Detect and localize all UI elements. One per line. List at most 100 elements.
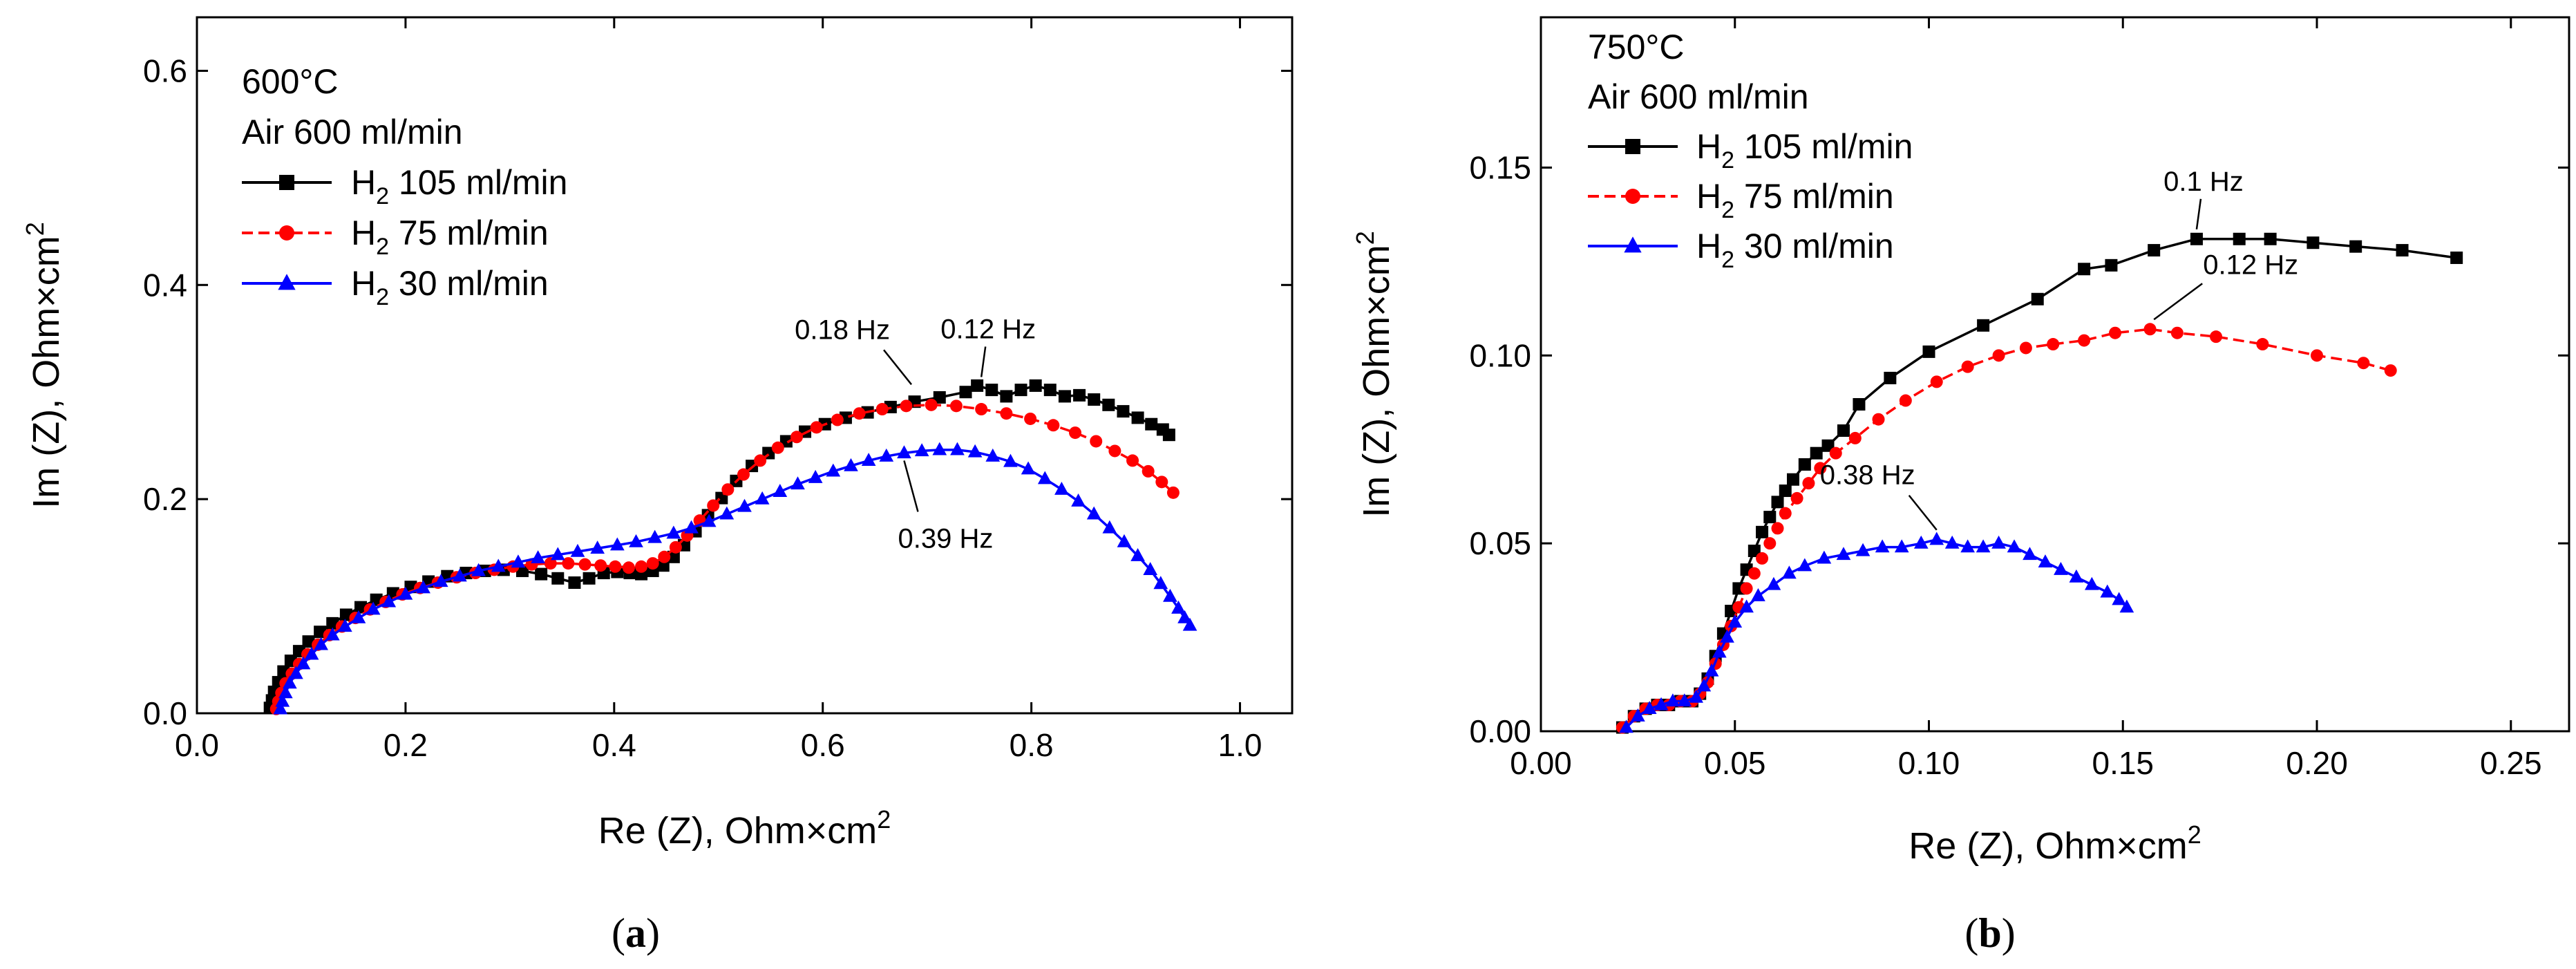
panel-a-data-point	[1166, 486, 1180, 499]
panel-a-data-point	[535, 567, 548, 581]
panel-a-series-line	[279, 449, 1191, 710]
panel-b-data-point	[1875, 539, 1890, 553]
panel-a-data-point	[578, 558, 591, 571]
panel-b-data-point	[2109, 326, 2122, 339]
panel-b-x-tick-label: 0.00	[1510, 745, 1572, 781]
panel-b-legend-entry: H2 30 ml/min	[1696, 227, 1894, 273]
panel-b-data-point	[1810, 446, 1823, 460]
panel-a-data-point	[289, 666, 303, 679]
panel-b-legend-entry: H2 105 ml/min	[1696, 127, 1913, 173]
panel-b-plot-frame	[1540, 16, 2570, 733]
panel-a-y-tick-label: 0.6	[143, 53, 187, 88]
panel-b-annotation-label: 0.1 Hz	[2163, 167, 2244, 197]
panel-a-data-point	[810, 421, 823, 434]
panel-a-series-3	[273, 442, 1197, 715]
panel-a-data-point	[515, 564, 529, 577]
panel-b-y-axis-label: Im (Z), Ohm×cm2	[1351, 231, 1397, 518]
panel-a-data-point	[622, 561, 635, 574]
panel-b-data-point	[1704, 663, 1719, 677]
panel-a-data-point	[339, 608, 352, 621]
panel-a-data-point	[471, 563, 486, 576]
panel-a-data-point	[398, 586, 413, 600]
panel-b-data-point	[2047, 338, 2060, 351]
panel-b-data-point	[2307, 236, 2320, 250]
panel-a-data-point	[808, 469, 823, 483]
panel-a-data-point	[1024, 412, 1037, 425]
panel-a-data-point	[275, 693, 290, 707]
panel-a-info-line: Air 600 ml/min	[242, 113, 463, 151]
panel-a-data-point	[570, 543, 585, 557]
panel-a-chart: 0.0 0.2 0.4 0.6 0.8 1.0 0.0 0.2 0.4 0.6 Re (Z), Oh…	[21, 16, 1294, 956]
panel-a-data-point	[1090, 435, 1103, 448]
panel-a-data-point	[314, 625, 327, 639]
panel-b-data-point	[1748, 567, 1761, 580]
panel-b-data-point	[1631, 708, 1645, 722]
panel-a-data-point	[1155, 476, 1168, 489]
panel-b-data-point	[2384, 364, 2397, 377]
panel-b-annotation-label: 0.12 Hz	[2203, 250, 2298, 280]
panel-a-data-point	[1102, 520, 1117, 534]
panel-b-data-point	[1727, 614, 1743, 628]
panel-b-data-point	[2078, 334, 2091, 347]
panel-b-data-point	[2023, 547, 2037, 561]
panel-a-data-point	[302, 635, 315, 648]
panel-a-data-point	[971, 379, 984, 392]
panel-a-plot-frame	[196, 16, 1294, 715]
panel-a-data-point	[844, 458, 858, 471]
panel-b-data-point	[1894, 539, 1909, 553]
panel-a-data-point	[790, 431, 803, 444]
panel-a-data-point	[790, 476, 805, 490]
panel-b-y-tick-label: 0.15	[1469, 149, 1531, 185]
panel-b-x-tick-label: 0.25	[2480, 745, 2542, 781]
panel-b-data-point	[1798, 458, 1811, 471]
panel-a-annotation-label: 0.39 Hz	[898, 523, 994, 554]
panel-a-legend: 600°C Air 600 ml/min H2 105 ml/min H2 75 ml…	[242, 62, 567, 310]
panel-a-data-point	[433, 574, 448, 587]
panel-a-data-point	[1108, 444, 1121, 458]
panel-a-data-point	[1142, 464, 1155, 478]
panel-b-data-point	[1771, 496, 1784, 509]
panel-a-data-point	[326, 617, 339, 630]
panel-a-data-point	[273, 701, 288, 715]
panel-b-data-point	[1961, 360, 1974, 373]
panel-a-data-point	[949, 399, 963, 413]
panel-a-data-point	[1021, 461, 1036, 475]
panel-b-data-point	[1766, 576, 1781, 590]
panel-a-data-point	[354, 601, 367, 614]
panel-a-data-point	[416, 580, 430, 594]
panel-b-legend-marker	[1625, 189, 1640, 204]
panel-a-data-point	[1088, 393, 1101, 406]
panel-a-data-point	[932, 442, 947, 455]
panel-a-x-axis-label: Re (Z), Ohm×cm2	[598, 805, 891, 852]
panel-b-data-point	[2190, 232, 2203, 245]
panel-a-legend-entry: H2 105 ml/min	[351, 163, 567, 209]
panel-a-data-point	[658, 550, 671, 563]
panel-a-data-point	[875, 403, 889, 416]
panel-a-data-point	[985, 448, 1001, 462]
panel-b-data-point	[1899, 394, 1912, 407]
panel-b-series-line	[1621, 328, 2392, 728]
panel-b-data-point	[2031, 292, 2044, 305]
panel-b-data-point	[2038, 554, 2053, 567]
panel-a-series-1	[263, 379, 1175, 715]
panel-a-data-point	[667, 550, 680, 563]
panel-b-data-point	[2069, 569, 2084, 583]
panel-a-caption: (a)	[612, 910, 660, 956]
panel-b-data-point	[1929, 531, 1944, 545]
panel-b-data-point	[2311, 349, 2324, 362]
panel-b-data-point	[2119, 599, 2134, 613]
panel-b-data-point	[1848, 431, 1862, 444]
panel-b-data-point	[1802, 477, 1815, 490]
panel-a-data-point	[1163, 588, 1177, 602]
panel-b-x-tick-label: 0.15	[2092, 745, 2154, 781]
panel-b-series-3	[1619, 531, 2134, 733]
panel-b-data-point	[1944, 535, 1960, 549]
panel-b-annotation-arrow	[2195, 198, 2202, 229]
panel-a-data-point	[609, 560, 622, 573]
panel-a-data-point	[897, 445, 911, 459]
panel-b-chart: 0.00 0.05 0.10 0.15 0.20 0.25 0.00 0.05 0.10 0.15…	[1351, 16, 2570, 956]
panel-b-data-point	[1642, 701, 1657, 715]
panel-a-data-point	[1071, 493, 1086, 507]
panel-b-data-point	[1872, 413, 1885, 426]
